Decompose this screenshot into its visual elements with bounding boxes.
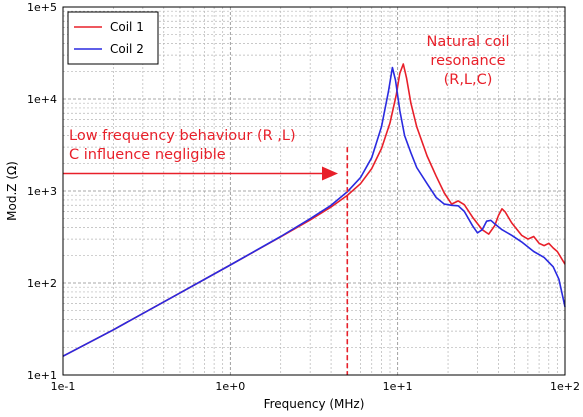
arrow-head <box>322 166 339 181</box>
tick-labels: 1e-1 1e+0 1e+1 1e+2 1e+1 1e+2 1e+3 1e+4 1e+5 <box>27 1 580 393</box>
axis-titles: Frequency (MHz) Mod.Z (Ω) <box>5 161 364 411</box>
annotations: Low frequency behaviour (R ,L) C influenc… <box>63 34 510 375</box>
resonance-annotation-line: (R,L,C) <box>444 72 493 88</box>
y-tick-label: 1e+4 <box>27 93 57 106</box>
x-tick-label: 1e+1 <box>383 380 413 393</box>
resonance-annotation-line: resonance <box>430 53 505 69</box>
y-tick-label: 1e+2 <box>27 277 57 290</box>
x-axis-title: Frequency (MHz) <box>264 397 365 411</box>
series-lines <box>62 63 566 357</box>
legend: Coil 1 Coil 2 <box>67 11 159 65</box>
x-tick-label: 1e+0 <box>215 380 245 393</box>
x-tick-label: 1e+2 <box>550 380 580 393</box>
legend-label: Coil 2 <box>110 42 144 56</box>
series-line-coil-2 <box>62 66 566 357</box>
y-tick-label: 1e+5 <box>27 1 57 14</box>
legend-box <box>67 11 159 65</box>
y-axis-title: Mod.Z (Ω) <box>5 161 19 221</box>
low-frequency-annotation-line: C influence negligible <box>69 147 226 163</box>
plot-frame <box>62 6 566 376</box>
y-tick-label: 1e+3 <box>27 185 57 198</box>
low-frequency-annotation-line: Low frequency behaviour (R ,L) <box>69 128 296 144</box>
resonance-annotation-line: Natural coil <box>427 34 510 50</box>
y-tick-label: 1e+1 <box>27 369 57 382</box>
series-line-coil-1 <box>62 63 566 357</box>
x-tick-label: 1e-1 <box>51 380 76 393</box>
legend-label: Coil 1 <box>110 20 144 34</box>
